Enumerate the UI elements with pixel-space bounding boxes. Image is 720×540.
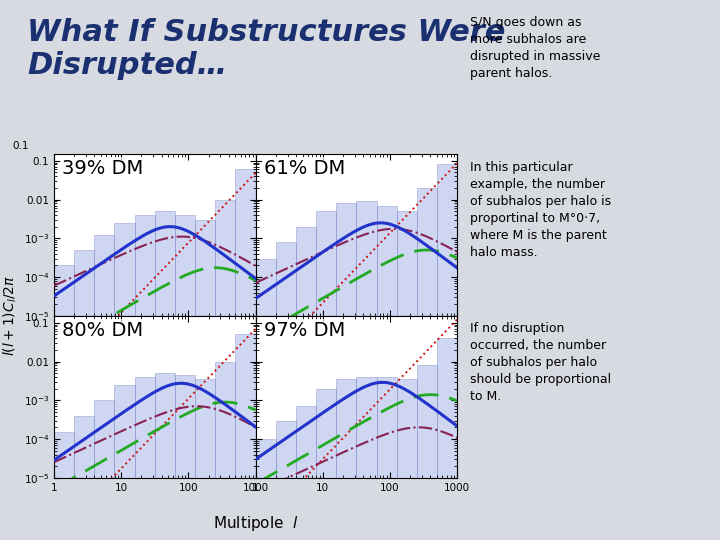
Bar [316,211,336,316]
Bar [54,433,74,478]
Bar [296,227,316,316]
Text: 61% DM: 61% DM [264,159,345,178]
Bar [256,259,276,316]
Bar [235,170,256,316]
Bar [276,421,296,478]
Text: 97% DM: 97% DM [264,321,345,340]
Bar [94,235,114,316]
Bar [155,373,175,478]
Bar [195,379,215,478]
Bar [135,377,155,478]
Bar [336,203,356,316]
Bar [175,375,195,478]
Bar [114,385,135,478]
Bar [417,188,437,316]
Bar [377,206,397,316]
Bar [235,334,256,478]
Bar [316,389,336,478]
Text: 39% DM: 39% DM [62,159,143,178]
Bar [356,201,377,316]
Bar [256,439,276,478]
Text: 0.1: 0.1 [12,141,29,151]
Bar [114,223,135,316]
Text: If no disruption
occurred, the number
of subhalos per halo
should be proportiona: If no disruption occurred, the number of… [469,322,611,403]
Text: Multipole  $l$: Multipole $l$ [212,514,299,534]
Bar [54,266,74,316]
Bar [276,242,296,316]
Text: In this particular
example, the number
of subhalos per halo is
proportinal to M°: In this particular example, the number o… [469,161,611,259]
Bar [175,215,195,316]
Text: S/N goes down as
more subhalos are
disrupted in massive
parent halos.: S/N goes down as more subhalos are disru… [469,16,600,80]
Bar [356,377,377,478]
Bar [215,199,235,316]
Bar [336,379,356,478]
Bar [437,165,457,316]
Bar [155,211,175,316]
Bar [135,215,155,316]
Bar [397,211,417,316]
Bar [437,338,457,478]
Bar [296,406,316,478]
Bar [397,379,417,478]
Bar [74,416,94,478]
Bar [94,400,114,478]
Text: What If Substructures Were
Disrupted…: What If Substructures Were Disrupted… [27,18,506,80]
Bar [195,220,215,316]
Bar [377,377,397,478]
Text: 80% DM: 80% DM [62,321,143,340]
Text: $l(l+1)C_l/2\pi$: $l(l+1)C_l/2\pi$ [2,275,19,356]
Bar [215,361,235,478]
Bar [74,250,94,316]
Bar [417,365,437,478]
